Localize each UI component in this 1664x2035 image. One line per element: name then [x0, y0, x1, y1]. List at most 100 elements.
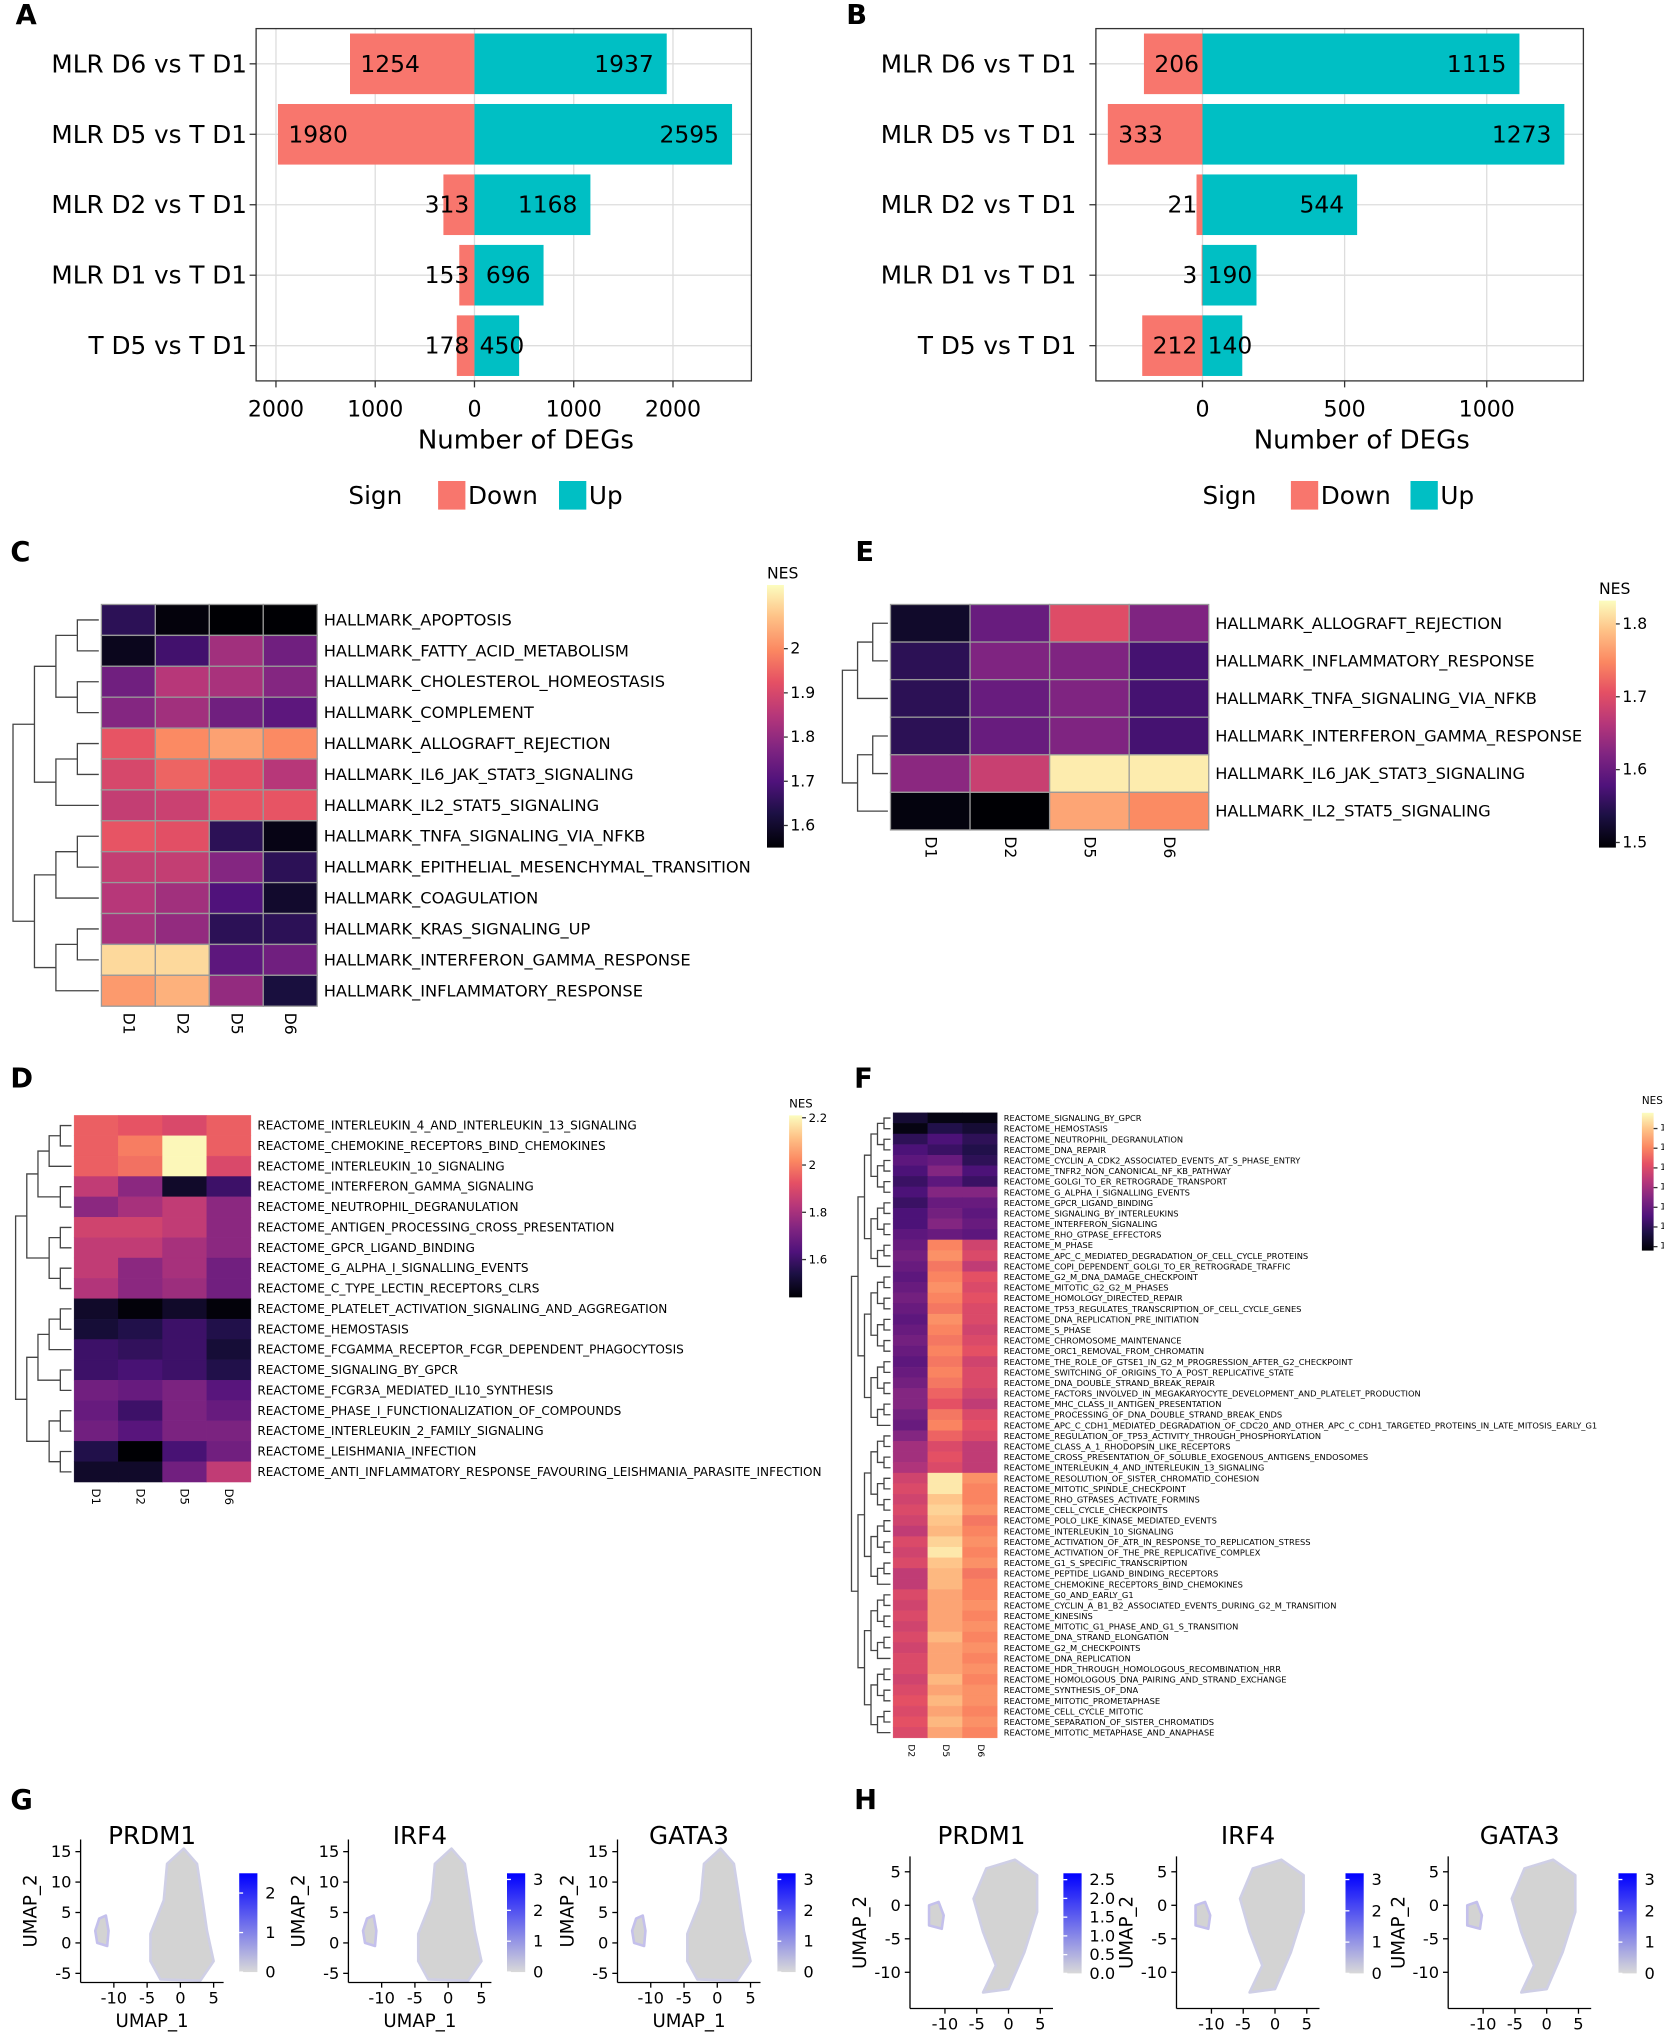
cell-cloud — [630, 1914, 647, 1948]
heatmap-cell — [969, 603, 1051, 643]
heatmap-cell — [73, 1155, 119, 1177]
row-label: REACTOME_SEPARATION_OF_SISTER_CHROMATIDS — [1004, 1717, 1214, 1727]
x-tick-label: -5 — [1507, 2015, 1523, 2034]
row-label: REACTOME_INTERLEUKIN_10_SIGNALING — [1004, 1526, 1174, 1536]
legend-title: Sign — [348, 481, 402, 510]
x-tick-label: 2000 — [248, 396, 304, 422]
row-label: REACTOME_DNA_STRAND_ELONGATION — [1004, 1632, 1169, 1642]
heatmap-cell — [962, 1292, 998, 1304]
legend-label: Up — [1440, 481, 1474, 510]
heatmap-cell — [206, 1196, 252, 1218]
y-tick-label: 15 — [319, 1842, 340, 1861]
category-label: MLR D2 vs T D1 — [881, 190, 1077, 219]
row-label: HALLMARK_FATTY_ACID_METABOLISM — [324, 641, 629, 661]
cell-cloud — [361, 1914, 378, 1948]
row-label: REACTOME_PLATELET_ACTIVATION_SIGNALING_A… — [257, 1302, 667, 1316]
heatmap-cell — [927, 1218, 963, 1230]
heatmap-cell — [162, 1441, 207, 1462]
y-tick-label: 0 — [329, 1933, 339, 1952]
heatmap-cell — [208, 665, 264, 698]
row-label: HALLMARK_COMPLEMENT — [324, 703, 534, 723]
heatmap-cell — [73, 1237, 119, 1259]
panel-label: A — [16, 0, 37, 31]
row-label: REACTOME_HEMOSTASIS — [1004, 1124, 1108, 1134]
column-label: D2 — [133, 1489, 147, 1505]
heatmap-cell — [118, 1441, 163, 1462]
heatmap-cell — [73, 1278, 119, 1299]
row-label: REACTOME_PROCESSING_OF_DNA_DOUBLE_STRAND… — [1004, 1410, 1282, 1420]
heatmap-cell — [892, 1366, 929, 1378]
heatmap-cell — [73, 1420, 119, 1442]
heatmap-cell — [927, 1483, 963, 1495]
heatmap-cell — [927, 1207, 963, 1219]
heatmap-cell — [206, 1380, 252, 1401]
heatmap-cell — [927, 1631, 963, 1643]
heatmap-cell — [206, 1155, 252, 1177]
legend-title: NES — [789, 1097, 813, 1111]
heatmap-cell — [208, 912, 264, 946]
heatmap-cell — [892, 1250, 929, 1262]
value-label: 2595 — [660, 120, 720, 148]
legend-label: Down — [468, 481, 538, 510]
heatmap-cell — [927, 1165, 963, 1177]
heatmap-cell — [892, 1494, 929, 1505]
heatmap-cell — [206, 1176, 252, 1198]
bar — [474, 33, 667, 95]
heatmap-cell — [262, 665, 318, 698]
heatmap-cell — [154, 789, 210, 822]
heatmap-cell — [962, 1345, 998, 1357]
heatmap-cell — [962, 1239, 998, 1251]
heatmap-cell — [962, 1663, 998, 1675]
row-label: HALLMARK_INFLAMMATORY_RESPONSE — [1215, 651, 1534, 671]
heatmap-cell — [100, 820, 157, 853]
y-tick-label: 0 — [1429, 1896, 1439, 1915]
x-tick-label: -10 — [1470, 2015, 1497, 2034]
heatmap-cell — [892, 1377, 929, 1389]
heatmap-cell — [889, 641, 971, 681]
heatmap-cell — [892, 1144, 929, 1156]
heatmap-cell — [1128, 716, 1210, 756]
heatmap-cell — [162, 1135, 207, 1157]
heatmap-cell — [927, 1663, 963, 1675]
heatmap-cell — [927, 1568, 963, 1580]
heatmap-cell — [927, 1716, 963, 1728]
heatmap-cell — [962, 1398, 998, 1410]
row-label: HALLMARK_APOPTOSIS — [324, 610, 512, 630]
row-label: HALLMARK_ALLOGRAFT_REJECTION — [324, 734, 611, 754]
x-tick-label: 0 — [443, 1989, 453, 2008]
row-label: REACTOME_C_TYPE_LECTIN_RECEPTORS_CLRS — [257, 1282, 539, 1296]
value-label: 1273 — [1492, 120, 1552, 148]
bar — [1196, 174, 1203, 236]
heatmap-cell — [100, 943, 157, 976]
heatmap-cell — [892, 1239, 929, 1251]
heatmap-cell — [118, 1380, 163, 1401]
heatmap-cell — [927, 1472, 963, 1484]
row-label: REACTOME_RESOLUTION_OF_SISTER_CHROMATID_… — [1004, 1473, 1259, 1483]
plot-title: PRDM1 — [108, 1821, 196, 1850]
heatmap-cell — [962, 1578, 998, 1590]
heatmap-cell — [154, 851, 210, 884]
heatmap-cell — [962, 1356, 998, 1368]
colorbar-tick-label: 2.5 — [1089, 1870, 1115, 1889]
colorbar — [1063, 1873, 1082, 1974]
value-label: 21 — [1168, 191, 1198, 219]
heatmap-cell — [927, 1419, 963, 1431]
x-tick-label: 0 — [175, 1989, 185, 2008]
heatmap-cell — [892, 1451, 929, 1463]
row-label: HALLMARK_INTERFERON_GAMMA_RESPONSE — [1215, 726, 1582, 746]
heatmap-cell — [1128, 641, 1210, 681]
column-label: D6 — [975, 1744, 985, 1757]
heatmap-cell — [1048, 754, 1130, 793]
colorbar-tick-label: 2.2 — [809, 1111, 828, 1125]
heatmap-cell — [208, 820, 264, 853]
heatmap-cell — [118, 1135, 163, 1157]
heatmap-cell — [892, 1133, 929, 1145]
panel-label: G — [10, 1785, 32, 1816]
heatmap-cell — [118, 1420, 163, 1442]
heatmap-cell — [100, 696, 157, 729]
row-label: REACTOME_FCGAMMA_RECEPTOR_FCGR_DEPENDENT… — [257, 1343, 683, 1357]
heatmap-cell — [889, 791, 971, 831]
row-label: HALLMARK_INFLAMMATORY_RESPONSE — [324, 981, 643, 1001]
bar — [1202, 103, 1565, 165]
